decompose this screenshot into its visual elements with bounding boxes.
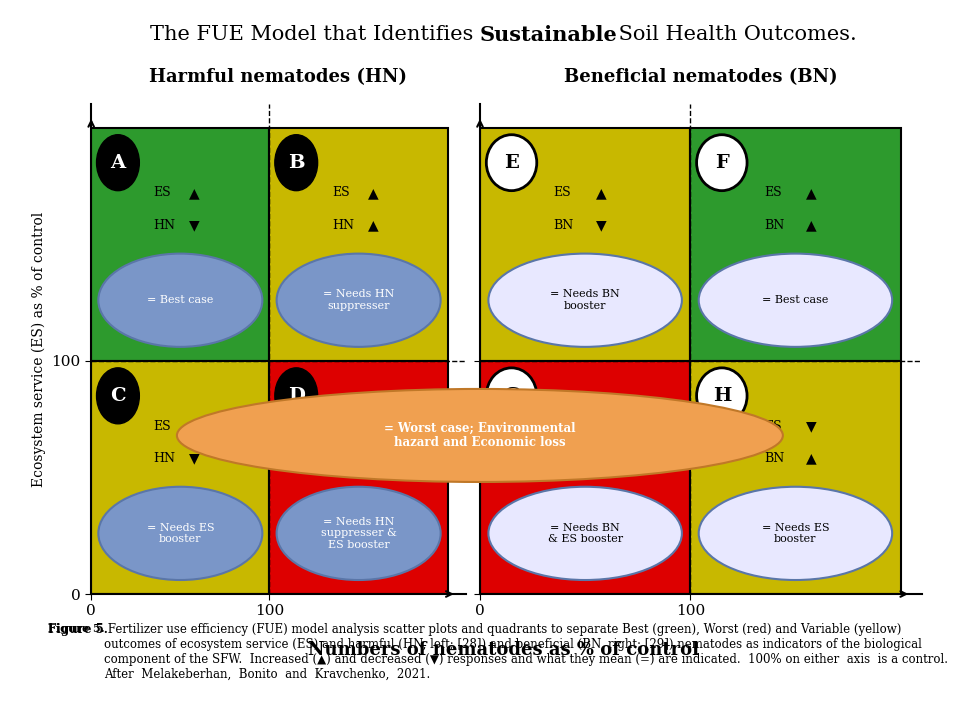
Text: = Best case: = Best case: [762, 295, 828, 305]
Text: ▲: ▲: [368, 219, 378, 233]
Text: ES: ES: [554, 420, 571, 433]
Text: ES: ES: [154, 186, 171, 199]
Circle shape: [97, 135, 139, 191]
Circle shape: [97, 368, 139, 424]
Text: E: E: [504, 153, 519, 171]
Text: F: F: [715, 153, 729, 171]
Text: BN: BN: [554, 219, 574, 232]
Text: ▲: ▲: [806, 451, 817, 466]
Text: ▲: ▲: [806, 219, 817, 233]
Bar: [270, 127, 447, 361]
Text: ES: ES: [554, 186, 571, 199]
Text: B: B: [288, 153, 304, 171]
Circle shape: [487, 368, 537, 424]
Ellipse shape: [98, 253, 262, 347]
Ellipse shape: [177, 389, 782, 482]
Text: = Best case: = Best case: [147, 295, 213, 305]
Text: ▼: ▼: [189, 419, 200, 433]
Text: Sustainable: Sustainable: [480, 25, 617, 45]
Ellipse shape: [489, 487, 682, 580]
Text: ▲: ▲: [806, 186, 817, 200]
Text: = Needs BN
& ES booster: = Needs BN & ES booster: [547, 523, 623, 544]
Text: Figure 5.: Figure 5.: [48, 623, 108, 636]
Text: = Needs ES
booster: = Needs ES booster: [147, 523, 214, 544]
Text: ▼: ▼: [368, 419, 378, 433]
Text: ▼: ▼: [595, 419, 607, 433]
Text: ▼: ▼: [595, 219, 607, 233]
Text: ▲: ▲: [595, 186, 607, 200]
Circle shape: [275, 135, 318, 191]
Text: HN: HN: [332, 219, 354, 232]
Text: ▼: ▼: [189, 451, 200, 466]
Text: = Needs HN
suppresser: = Needs HN suppresser: [323, 289, 395, 311]
Text: ▼: ▼: [806, 419, 817, 433]
Ellipse shape: [98, 487, 262, 580]
Circle shape: [275, 368, 318, 424]
Text: BN: BN: [554, 452, 574, 465]
Text: ▲: ▲: [368, 451, 378, 466]
Text: Numbers of nematodes as % of control: Numbers of nematodes as % of control: [308, 641, 700, 659]
Text: ▼: ▼: [595, 451, 607, 466]
Text: BN: BN: [764, 219, 784, 232]
Bar: [91, 127, 270, 361]
Circle shape: [697, 135, 747, 191]
Ellipse shape: [276, 487, 441, 580]
Text: HN: HN: [154, 219, 176, 232]
Text: Fertilizer use efficiency (FUE) model analysis scatter plots and quadrants to se: Fertilizer use efficiency (FUE) model an…: [104, 623, 951, 681]
Bar: [480, 361, 690, 594]
Text: ES: ES: [332, 420, 349, 433]
Text: = Needs ES
booster: = Needs ES booster: [761, 523, 829, 544]
Ellipse shape: [489, 253, 682, 347]
Ellipse shape: [699, 487, 892, 580]
Text: ES: ES: [764, 420, 781, 433]
Y-axis label: Ecosystem service (ES) as % of control: Ecosystem service (ES) as % of control: [32, 212, 46, 487]
Text: HN: HN: [332, 452, 354, 465]
Circle shape: [487, 135, 537, 191]
Text: A: A: [110, 153, 126, 171]
Text: C: C: [110, 387, 126, 405]
Text: H: H: [712, 387, 731, 405]
Bar: [690, 361, 900, 594]
Text: = Worst case; Environmental
hazard and Economic loss: = Worst case; Environmental hazard and E…: [384, 421, 576, 449]
Ellipse shape: [276, 253, 441, 347]
Text: = Needs BN
booster: = Needs BN booster: [550, 289, 620, 311]
Bar: [690, 127, 900, 361]
Text: The FUE Model that Identifies: The FUE Model that Identifies: [150, 25, 480, 44]
Text: Beneficial nematodes (BN): Beneficial nematodes (BN): [564, 68, 838, 86]
Text: G: G: [503, 387, 520, 405]
Text: ES: ES: [332, 186, 349, 199]
Text: ▲: ▲: [368, 186, 378, 200]
Text: Figure 5.: Figure 5.: [48, 623, 105, 634]
Circle shape: [697, 368, 747, 424]
Text: Soil Health Outcomes.: Soil Health Outcomes.: [612, 25, 857, 44]
Text: ES: ES: [154, 420, 171, 433]
Text: ▼: ▼: [189, 219, 200, 233]
Text: ▲: ▲: [189, 186, 200, 200]
Bar: [270, 361, 447, 594]
Bar: [480, 127, 690, 361]
Text: Harmful nematodes (HN): Harmful nematodes (HN): [150, 68, 407, 86]
Text: BN: BN: [764, 452, 784, 465]
Text: = Needs HN
suppresser &
ES booster: = Needs HN suppresser & ES booster: [321, 517, 396, 550]
Text: D: D: [288, 387, 304, 405]
Bar: [91, 361, 270, 594]
Text: ES: ES: [764, 186, 781, 199]
Text: HN: HN: [154, 452, 176, 465]
Ellipse shape: [699, 253, 892, 347]
